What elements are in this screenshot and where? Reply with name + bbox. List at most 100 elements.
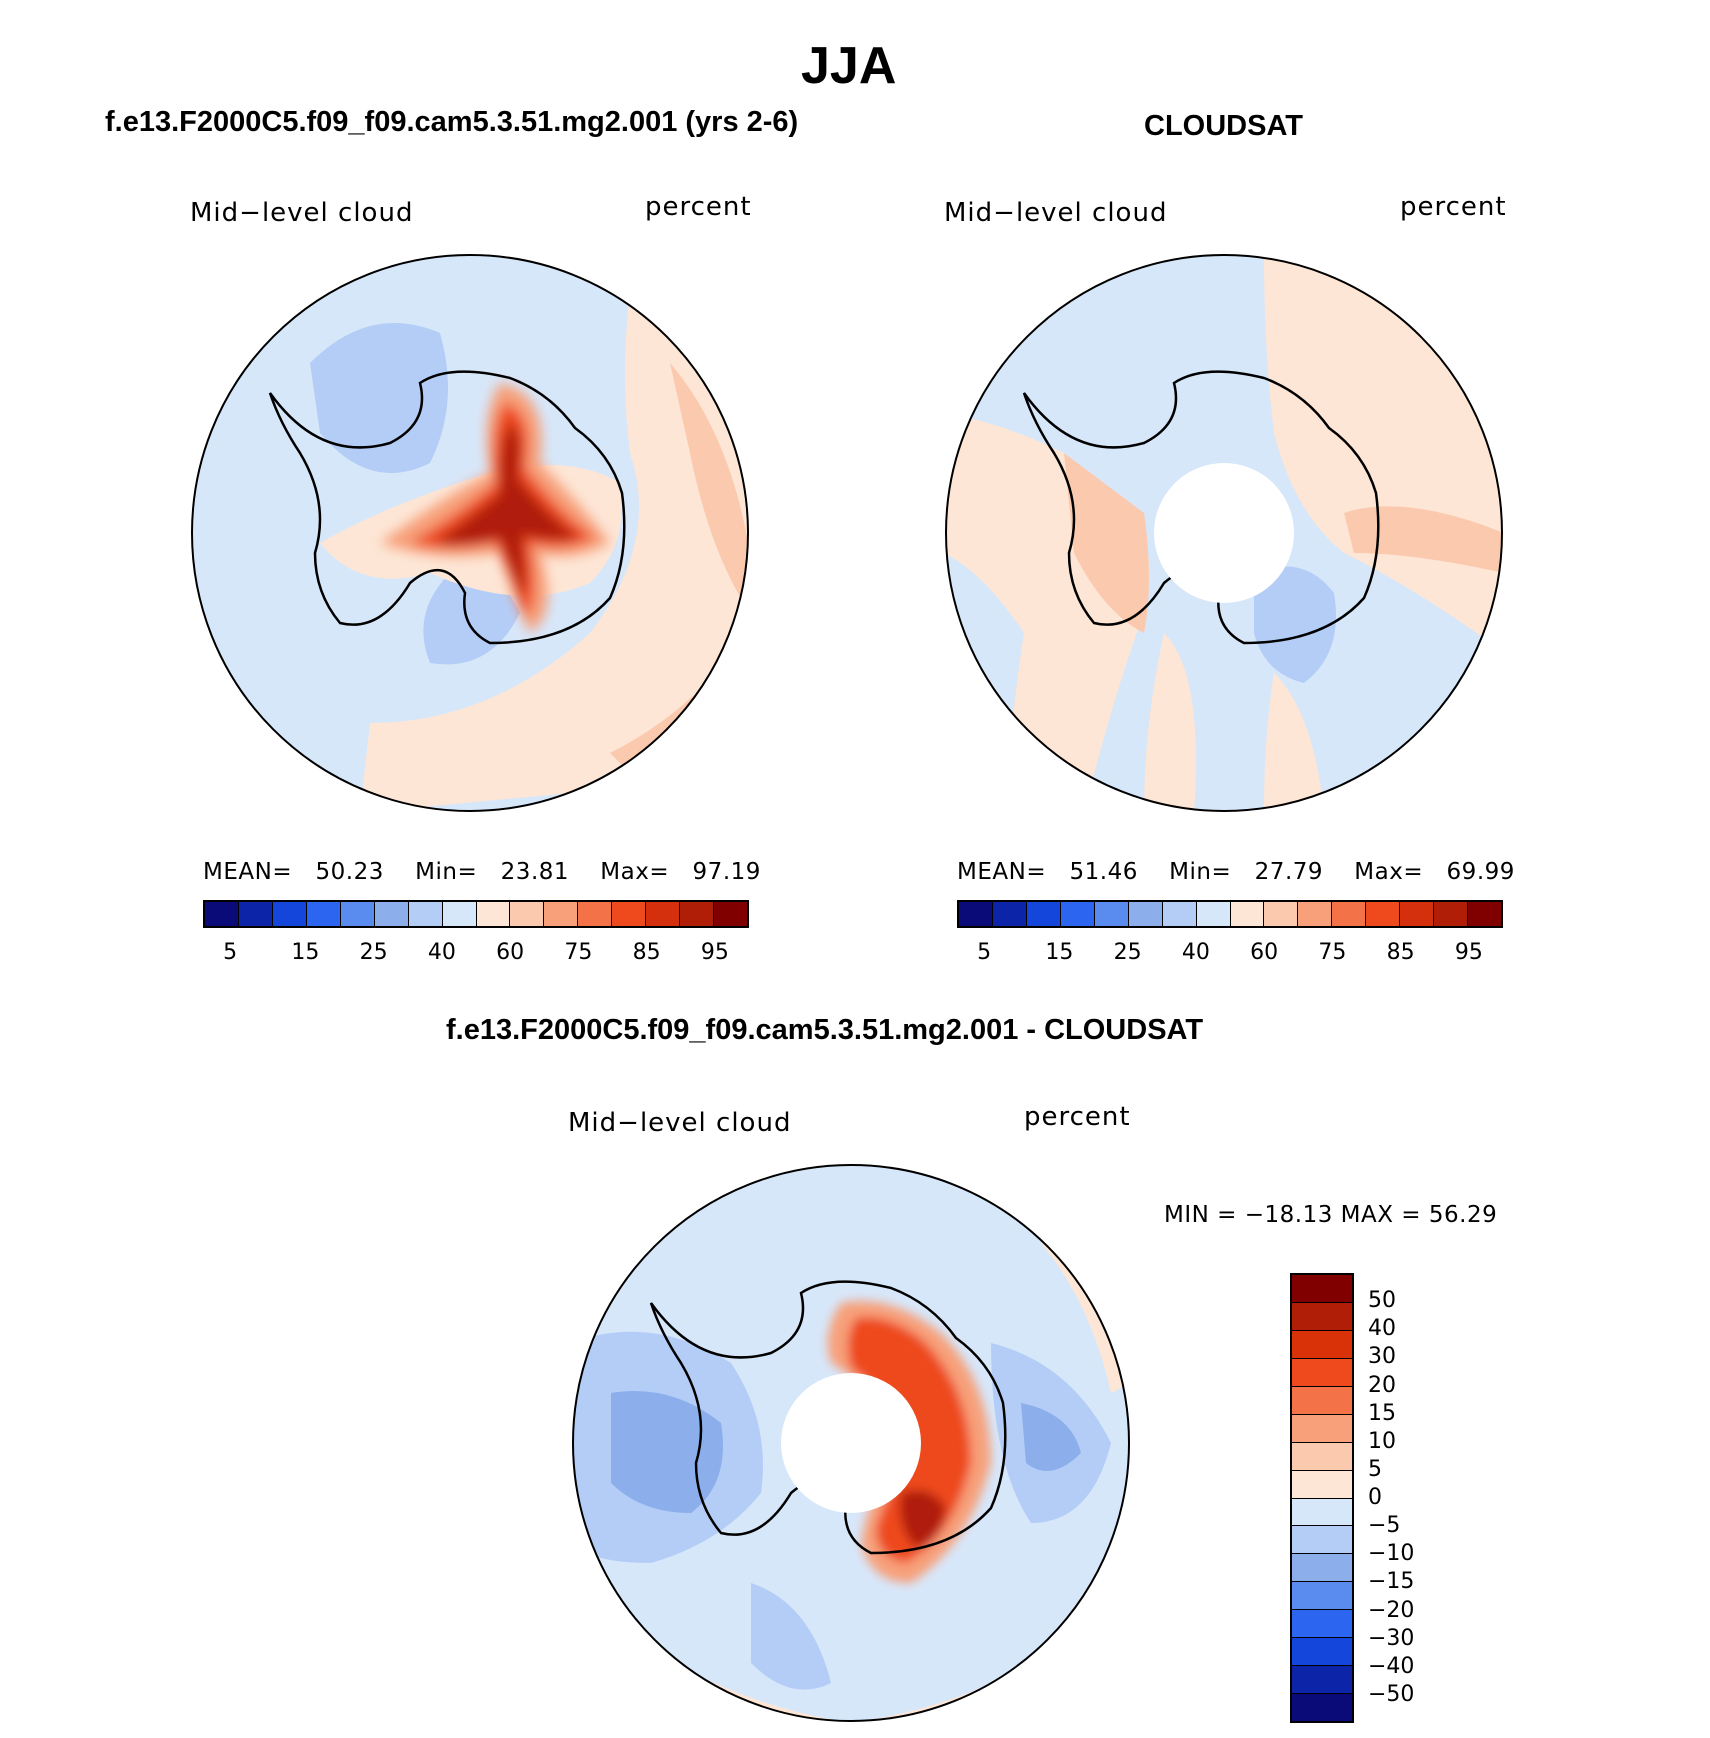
- colorbar-cell: [1026, 902, 1061, 926]
- colorbar-cell: [1400, 902, 1435, 926]
- colorbar-cell: [1292, 1470, 1352, 1499]
- colorbar-cell: [1292, 1526, 1352, 1555]
- colorbar-tick-label: 25: [359, 940, 388, 965]
- colorbar-cell: [714, 902, 747, 926]
- panel2-stats: MEAN= 51.46 Min= 27.79 Max= 69.99: [957, 859, 1515, 885]
- colorbar-cell: [1292, 1666, 1352, 1695]
- colorbar-tick-label: −40: [1368, 1653, 1415, 1679]
- colorbar-cell: [1292, 1414, 1352, 1443]
- panel1-title: f.e13.F2000C5.f09_f09.cam5.3.51.mg2.001 …: [105, 106, 799, 138]
- panel3-contour-region: [1021, 1403, 1081, 1471]
- panel3-polar-map: [572, 1164, 1130, 1722]
- colorbar-tick-label: 50: [1368, 1288, 1396, 1314]
- colorbar-cell: [1292, 1498, 1352, 1527]
- colorbar-tick-label: 60: [1250, 940, 1279, 965]
- panel2-colorbar-ticks: 5 15 25 40 60 75 85 95: [957, 940, 1503, 966]
- panel1-contour-region: [435, 423, 580, 598]
- panel1-polar-map: [191, 254, 749, 812]
- colorbar-cell: [510, 902, 545, 926]
- panel2-contour-region: [1064, 453, 1149, 633]
- colorbar-cell: [1298, 902, 1333, 926]
- colorbar-tick-label: 15: [1045, 940, 1074, 965]
- colorbar-cell: [1292, 1638, 1352, 1667]
- colorbar-tick-label: 40: [427, 940, 456, 965]
- panel1-stats: MEAN= 50.23 Min= 23.81 Max= 97.19: [203, 859, 761, 885]
- panel2-units-label: percent: [1400, 192, 1507, 222]
- colorbar-cell: [1366, 902, 1401, 926]
- colorbar-cell: [408, 902, 443, 926]
- panel1-contour-region: [670, 363, 748, 613]
- colorbar-cell: [306, 902, 341, 926]
- colorbar-tick-label: 40: [1181, 940, 1210, 965]
- colorbar-tick-label: −5: [1368, 1513, 1401, 1539]
- colorbar-cell: [374, 902, 409, 926]
- colorbar-cell: [1434, 902, 1469, 926]
- colorbar-tick-label: −30: [1368, 1625, 1415, 1651]
- panel2-max-label: Max=: [1354, 859, 1424, 885]
- figure-title: JJA: [801, 37, 897, 95]
- panel2-min-value: 27.79: [1254, 859, 1324, 885]
- panel2-title: CLOUDSAT: [1144, 110, 1303, 142]
- colorbar-cell: [1162, 902, 1197, 926]
- colorbar-tick-label: −50: [1368, 1681, 1415, 1707]
- panel2-contour-region: [1264, 673, 1324, 811]
- colorbar-cell: [1264, 902, 1299, 926]
- colorbar-tick-label: 5: [1368, 1456, 1382, 1482]
- colorbar-cell: [1196, 902, 1231, 926]
- colorbar-tick-label: 20: [1368, 1372, 1396, 1398]
- panel2-colorbar: [957, 900, 1503, 928]
- panel2-polar-map: [945, 254, 1503, 812]
- panel3-missing-data-hole: [781, 1373, 921, 1513]
- colorbar-cell: [1292, 1610, 1352, 1639]
- panel3-contour-region: [1041, 1223, 1129, 1393]
- colorbar-cell: [1292, 1582, 1352, 1611]
- colorbar-tick-label: 25: [1113, 940, 1142, 965]
- colorbar-tick-label: 30: [1368, 1344, 1396, 1370]
- panel1-mean-value: 50.23: [315, 859, 384, 885]
- colorbar-tick-label: 95: [700, 940, 729, 965]
- panel1-units-label: percent: [645, 192, 752, 222]
- panel1-contour-region: [610, 633, 748, 773]
- colorbar-tick-label: −15: [1368, 1569, 1415, 1595]
- panel3-minmax-text: MIN = −18.13 MAX = 56.29: [1164, 1202, 1498, 1228]
- colorbar-cell: [578, 902, 613, 926]
- colorbar-cell: [1468, 902, 1501, 926]
- colorbar-cell: [1292, 1330, 1352, 1359]
- colorbar-cell: [1292, 1358, 1352, 1387]
- colorbar-cell: [1094, 902, 1129, 926]
- colorbar-cell: [1292, 1386, 1352, 1415]
- colorbar-tick-label: 75: [1318, 940, 1347, 965]
- colorbar-tick-label: 40: [1368, 1316, 1396, 1342]
- panel3-title: f.e13.F2000C5.f09_f09.cam5.3.51.mg2.001 …: [446, 1014, 1204, 1046]
- colorbar-tick-label: 60: [496, 940, 525, 965]
- colorbar-tick-label: 15: [1368, 1400, 1396, 1426]
- panel1-variable-label: Mid−level cloud: [190, 198, 414, 228]
- colorbar-tick-label: 15: [291, 940, 320, 965]
- panel3-contour-region: [751, 1583, 831, 1690]
- colorbar-cell: [646, 902, 681, 926]
- colorbar-tick-label: 95: [1454, 940, 1483, 965]
- colorbar-tick-label: 5: [977, 940, 992, 965]
- colorbar-tick-label: 5: [223, 940, 238, 965]
- colorbar-tick-label: −20: [1368, 1597, 1415, 1623]
- colorbar-cell: [1332, 902, 1367, 926]
- colorbar-cell: [1128, 902, 1163, 926]
- panel1-min-value: 23.81: [500, 859, 570, 885]
- colorbar-cell: [680, 902, 715, 926]
- colorbar-cell: [205, 902, 239, 926]
- panel1-contour-region: [310, 323, 448, 473]
- colorbar-cell: [1292, 1275, 1352, 1303]
- panel2-min-label: Min=: [1169, 859, 1232, 885]
- colorbar-cell: [340, 902, 375, 926]
- colorbar-cell: [1292, 1442, 1352, 1471]
- panel2-contour-region: [1344, 506, 1502, 573]
- colorbar-tick-label: 75: [564, 940, 593, 965]
- panel3-colorbar-ticks: 50 40 30 20 15 10 5 0 −5 −10 −15 −20 −30 −40 −50: [1368, 1273, 1458, 1723]
- colorbar-cell: [1292, 1302, 1352, 1331]
- panel1-colorbar-ticks: 5 15 25 40 60 75 85 95: [203, 940, 749, 966]
- colorbar-cell: [442, 902, 477, 926]
- panel3-colorbar: [1290, 1273, 1354, 1723]
- colorbar-cell: [1060, 902, 1095, 926]
- panel2-missing-data-hole: [1154, 463, 1294, 603]
- panel1-max-value: 97.19: [692, 859, 761, 885]
